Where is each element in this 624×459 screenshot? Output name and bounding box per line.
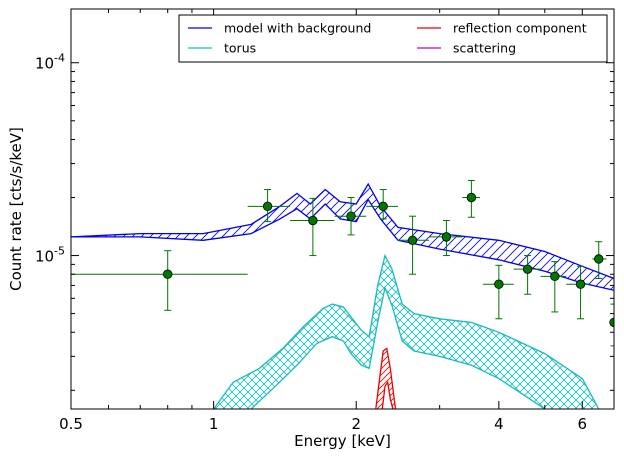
- data-point-4: [366, 189, 398, 220]
- data-marker: [441, 232, 452, 242]
- x-tick-label-4: 6: [578, 415, 588, 433]
- x-tick-label-0: 0.5: [59, 415, 83, 433]
- reflection-lower-line: [381, 380, 394, 409]
- legend: model with background reflection compone…: [178, 14, 608, 63]
- data-point-13: [609, 303, 614, 347]
- data-point-12: [592, 241, 607, 280]
- data-point-8: [482, 264, 514, 320]
- data-point-0: [71, 250, 248, 311]
- torus-lower-line: [250, 285, 546, 409]
- data-point-2: [290, 197, 335, 257]
- data-marker: [308, 215, 318, 226]
- reflection-band: [375, 348, 396, 409]
- series-layer: [71, 182, 614, 409]
- axis-ticks: 0.5 1 2 4 6 10-5 10-4: [35, 9, 615, 433]
- data-marker: [346, 211, 356, 221]
- data-marker: [494, 279, 504, 289]
- torus-band: [213, 255, 599, 409]
- y-tick-label-1: 10-4: [35, 52, 65, 73]
- model-upper-line: [71, 182, 614, 280]
- y-axis-label: Count rate [cts/s/keV]: [7, 127, 25, 291]
- legend-label-reflection: reflection component: [453, 21, 587, 36]
- x-axis-label: Energy [keV]: [294, 432, 391, 450]
- x-tick-label-3: 4: [494, 415, 504, 433]
- legend-box: [178, 14, 608, 63]
- data-marker: [522, 264, 533, 274]
- legend-label-torus: torus: [224, 41, 256, 56]
- data-point-5: [397, 215, 430, 275]
- data-marker: [550, 271, 560, 282]
- data-marker: [407, 235, 418, 245]
- data-point-7: [462, 180, 481, 218]
- data-marker: [575, 279, 586, 289]
- y-tick-label-0: 10-5: [35, 245, 65, 266]
- reflection-upper-line: [375, 347, 397, 409]
- data-point-10: [540, 261, 567, 313]
- legend-label-scattering: scattering: [453, 41, 516, 56]
- model-band: [71, 184, 614, 291]
- data-point-1: [247, 189, 291, 223]
- data-marker: [466, 192, 477, 203]
- data-marker: [262, 201, 273, 212]
- data-point-11: [566, 265, 591, 320]
- data-marker: [378, 201, 388, 212]
- data-marker: [163, 269, 173, 279]
- plot-frame: [70, 8, 615, 410]
- x-tick-label-2: 2: [351, 415, 361, 433]
- data-marker: [609, 317, 614, 328]
- x-tick-label-1: 1: [209, 415, 219, 433]
- data-point-9: [513, 255, 541, 295]
- torus-upper-line: [213, 253, 600, 409]
- data-point-3: [334, 197, 367, 236]
- data-marker: [594, 254, 604, 264]
- model-lower-line: [71, 198, 614, 291]
- data-points-layer: [71, 180, 614, 347]
- legend-label-model: model with background: [224, 21, 371, 36]
- data-point-6: [429, 219, 463, 257]
